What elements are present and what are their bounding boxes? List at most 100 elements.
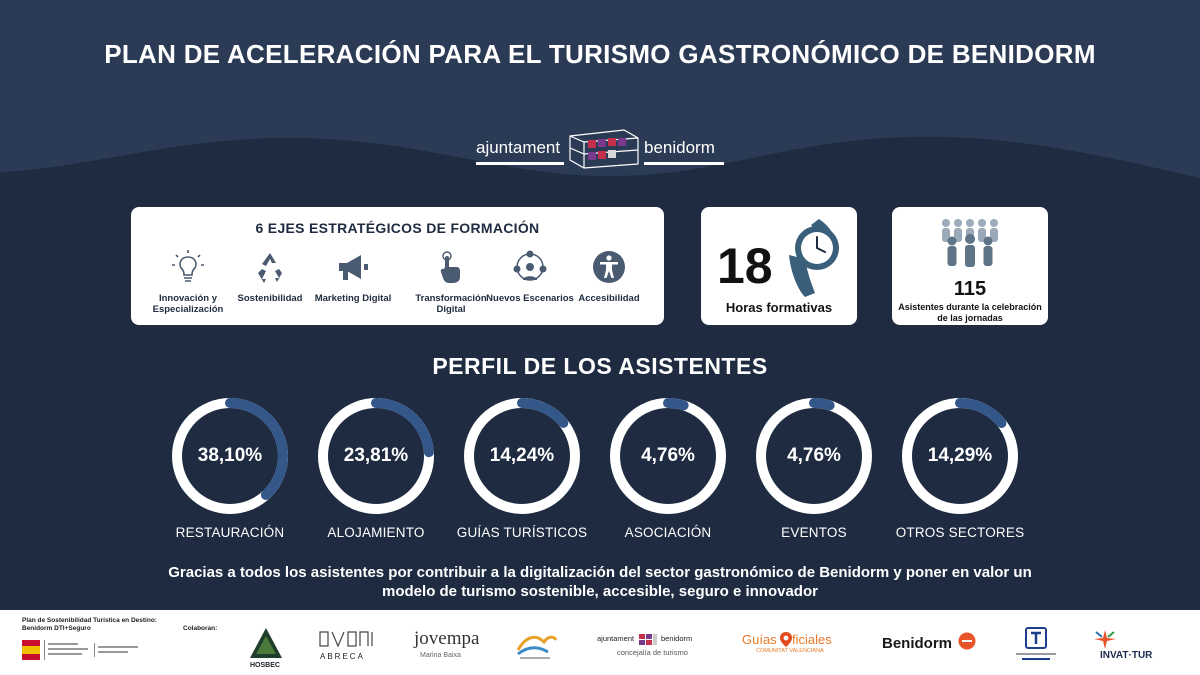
logo-word-benidorm: benidorm xyxy=(644,138,715,157)
abreca-logo: ABRECA xyxy=(318,628,378,668)
donut-chart xyxy=(464,398,580,514)
donut-chart xyxy=(902,398,1018,514)
donut-value: 14,24% xyxy=(489,445,555,466)
donut-arc xyxy=(902,398,1018,514)
donut-label: RESTAURACIÓN xyxy=(175,525,285,540)
donut-chart xyxy=(172,398,288,514)
donut-alojamiento: 23,81% xyxy=(316,396,436,516)
eje-label: Sostenibilidad xyxy=(237,293,303,304)
donut-value: 23,81% xyxy=(343,445,409,466)
hosbec-text: HOSBEC xyxy=(250,662,280,669)
donut-chart xyxy=(756,398,872,514)
horas-value: 18 xyxy=(717,238,773,294)
donut-label: GUÍAS TURÍSTICOS xyxy=(456,525,588,540)
donut-restauracion: 38,10% xyxy=(170,396,290,516)
horas-label: Horas formativas xyxy=(725,300,833,315)
guias-text-a: Guías xyxy=(742,632,777,647)
eje-transformacion: Transformación Digital xyxy=(406,247,496,315)
donut-label: OTROS SECTORES xyxy=(895,525,1025,540)
donut-chart xyxy=(318,398,434,514)
donut-value: 4,76% xyxy=(787,445,841,466)
people-group-icon xyxy=(942,219,998,267)
plan-line-1: Plan de Sostenibilidad Turística en Dest… xyxy=(22,617,157,624)
touch-hand-icon xyxy=(440,251,460,283)
donut-arc xyxy=(610,398,726,514)
jovempa-logo: jovempa Marina Baixa xyxy=(414,628,494,668)
ajuntament-altea-logo xyxy=(516,635,558,659)
asistentes-value: 115 xyxy=(953,278,987,300)
eje-accesibilidad: Accesibilidad xyxy=(564,247,654,304)
plan-sostenibilidad-text: Plan de Sostenibilidad Turística en Dest… xyxy=(22,617,157,632)
eje-label: Innovación y Especialización xyxy=(152,293,224,315)
benidorm-badge-icon xyxy=(958,632,976,650)
donut-arc xyxy=(172,398,288,514)
asistentes-label: Asistentes durante la celebración de las… xyxy=(898,302,1042,323)
donut-value: 38,10% xyxy=(197,445,263,466)
megaphone-icon xyxy=(339,255,368,280)
calidad-turistica-logo xyxy=(1016,627,1056,660)
gracias-message: Gracias a todos los asistentes por contr… xyxy=(168,564,1032,600)
logo-underline-left xyxy=(476,162,564,165)
donut-arc xyxy=(756,398,872,514)
donut-label: ASOCIACIÓN xyxy=(624,525,712,540)
eje-label: Nuevos Escenarios xyxy=(486,293,574,304)
guias-text-b: ficiales xyxy=(792,632,832,647)
benidorm-logo: Benidorm xyxy=(882,632,982,659)
wristwatch-icon xyxy=(789,219,839,297)
network-people-icon xyxy=(513,250,547,281)
abreca-text: ABRECA xyxy=(320,652,365,661)
abreca-icons xyxy=(319,631,373,648)
donut-label: EVENTOS xyxy=(781,525,847,540)
page-title: PLAN DE ACELERACIÓN PARA EL TURISMO GAST… xyxy=(104,39,1096,69)
eje-label: Marketing Digital xyxy=(314,293,392,304)
donut-arc xyxy=(318,398,434,514)
eje-marketing: Marketing Digital xyxy=(308,247,398,304)
ajuntament-benidorm-logo: ajuntament benidorm xyxy=(476,126,726,170)
donut-value: 4,76% xyxy=(641,445,695,466)
top-wave-background xyxy=(0,0,1200,178)
invat-tur-logo: INVAT·TUR xyxy=(1092,628,1162,668)
footer-logos: Plan de Sostenibilidad Turística en Dest… xyxy=(0,610,1200,675)
hosbec-logo: HOSBEC xyxy=(248,626,284,672)
donut-label: ALOJAMIENTO xyxy=(327,525,425,540)
donut-guias: 14,24% xyxy=(462,396,582,516)
guias-sub: COMUNITAT VALENCIANA xyxy=(756,648,824,654)
donut-otros: 14,29% xyxy=(900,396,1020,516)
donut-chart xyxy=(610,398,726,514)
plan-line-2: Benidorm DTI+Seguro xyxy=(22,624,91,632)
logo-word-ajuntament: ajuntament xyxy=(476,138,561,157)
invat-star-icon xyxy=(1094,630,1116,649)
jovempa-sub: Marina Baixa xyxy=(420,652,461,659)
concejalia-right: benidorm xyxy=(661,634,693,643)
donut-eventos: 4,76% xyxy=(754,396,874,516)
accessibility-icon xyxy=(593,251,625,283)
building-logo-icon xyxy=(569,129,639,169)
map-pin-icon xyxy=(780,632,792,647)
eje-label: Accesibilidad xyxy=(578,293,640,304)
guias-oficiales-logo: Guías ficiales COMUNITAT VALENCIANA xyxy=(742,632,852,662)
recycle-icon xyxy=(258,253,282,283)
invat-text: INVAT·TUR xyxy=(1100,650,1153,661)
jovempa-text: jovempa xyxy=(414,628,480,649)
eje-innovacion: Innovación y Especialización xyxy=(143,247,233,315)
horas-formativas-card: 18 Horas formativas xyxy=(701,207,857,325)
concejalia-left: ajuntament xyxy=(597,634,635,643)
eje-label: Transformación Digital xyxy=(415,293,487,315)
donut-value: 14,29% xyxy=(927,445,993,466)
donut-arc xyxy=(464,398,580,514)
mountain-icon xyxy=(250,628,282,658)
eje-sostenibilidad: Sostenibilidad xyxy=(225,247,315,304)
ejes-title: 6 EJES ESTRATÉGICOS DE FORMACIÓN xyxy=(255,220,540,236)
asistentes-card: 115 Asistentes durante la celebración de… xyxy=(892,207,1048,325)
gobierno-de-espana-logo xyxy=(22,640,138,660)
benidorm-text: Benidorm xyxy=(882,635,953,652)
perfil-title: PERFIL DE LOS ASISTENTES xyxy=(432,353,768,379)
lightbulb-icon xyxy=(172,250,204,282)
colaboran-label: Colaboran: xyxy=(183,625,218,632)
logo-underline-right xyxy=(644,162,724,165)
concejalia-turismo-logo: ajuntament benidorm concejalía de turism… xyxy=(597,634,707,664)
ejes-estrategicos-card: 6 EJES ESTRATÉGICOS DE FORMACIÓN Innovac… xyxy=(131,207,664,325)
building-mini-icon xyxy=(639,634,657,645)
eje-nuevos-escenarios: Nuevos Escenarios xyxy=(485,247,575,304)
concejalia-sub: concejalía de turismo xyxy=(617,648,688,657)
